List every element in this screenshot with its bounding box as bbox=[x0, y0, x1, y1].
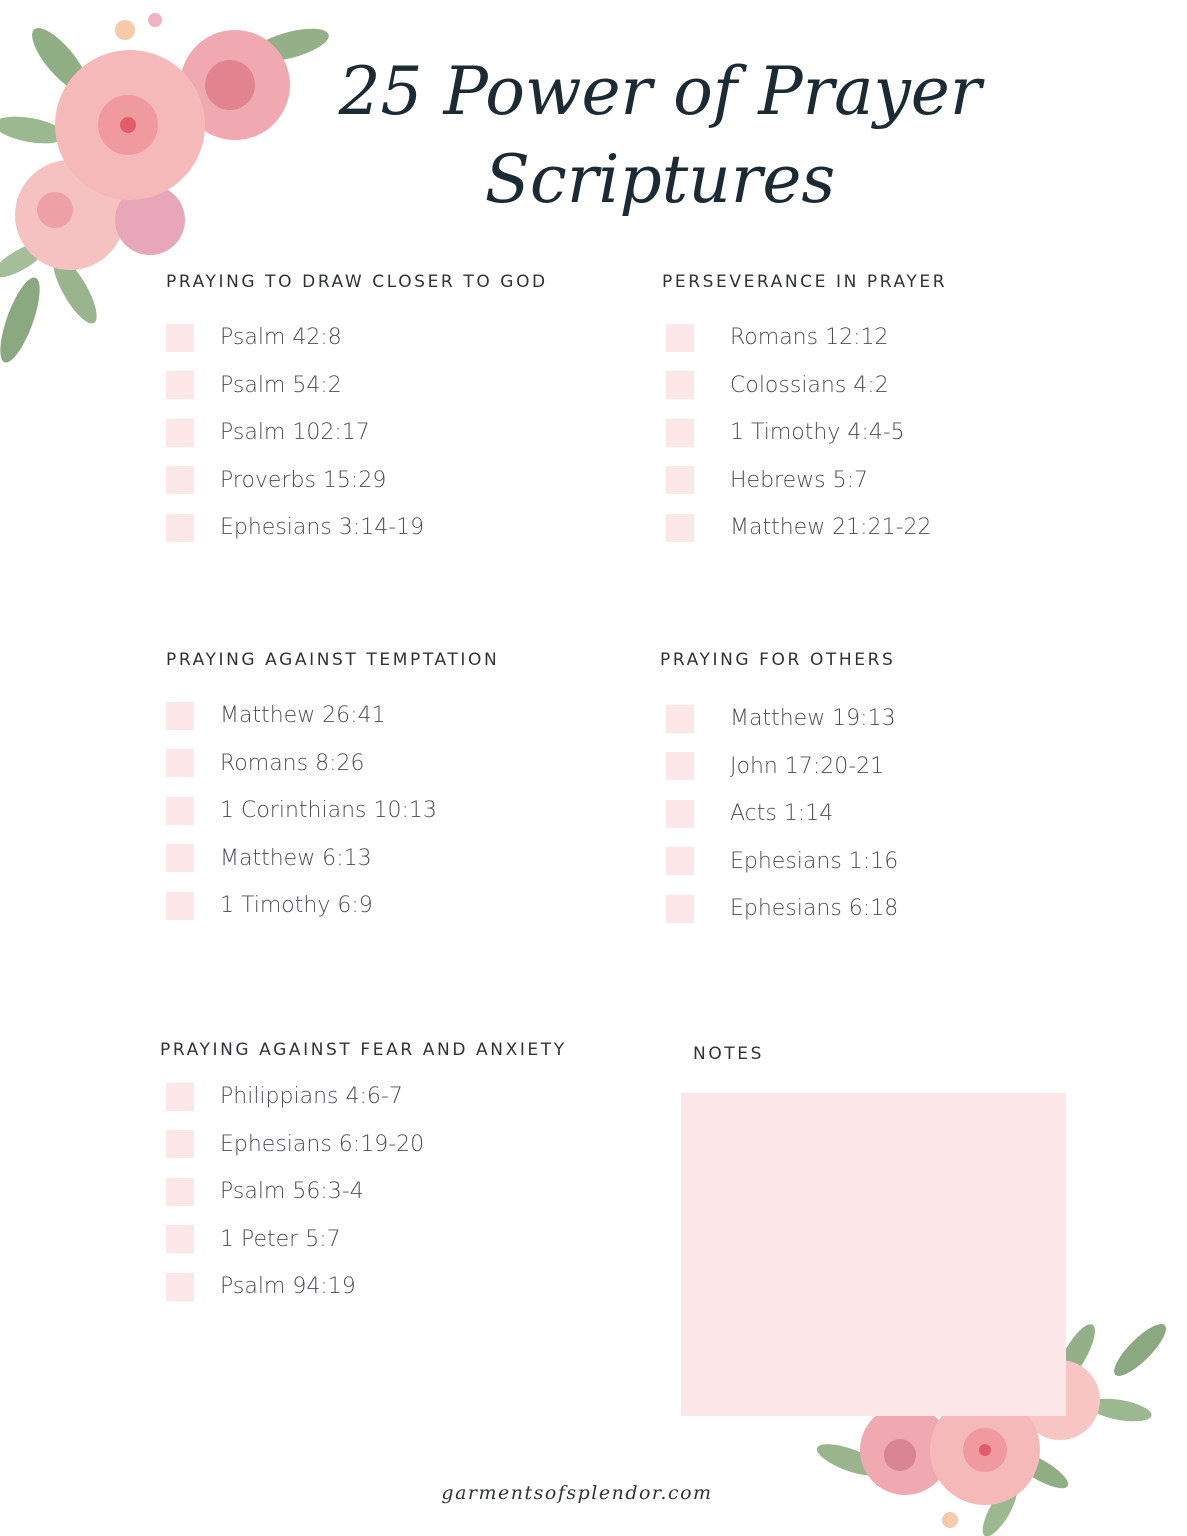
scripture-label: Ephesians 1:16 bbox=[730, 848, 899, 874]
checkbox[interactable] bbox=[166, 1130, 194, 1159]
section-perseverance: PERSEVERANCE IN PRAYER Romans 12:12 Colo… bbox=[662, 272, 947, 552]
scripture-label: Psalm 42:8 bbox=[220, 325, 342, 351]
scripture-label: John 17:20-21 bbox=[730, 753, 885, 779]
checklist-item: Philippians 4:6-7 bbox=[166, 1073, 567, 1121]
scripture-label: Ephesians 3:14-19 bbox=[220, 515, 425, 541]
scripture-label: Acts 1:14 bbox=[730, 801, 834, 827]
scripture-label: Ephesians 6:19-20 bbox=[220, 1131, 425, 1157]
checkbox[interactable] bbox=[166, 466, 194, 495]
checklist-item: Psalm 42:8 bbox=[166, 314, 548, 362]
floral-decoration-top-left bbox=[0, 13, 329, 363]
scripture-label: Psalm 102:17 bbox=[220, 420, 370, 446]
section-heading: PRAYING FOR OTHERS bbox=[660, 650, 896, 670]
checklist-item: Romans 8:26 bbox=[166, 740, 499, 788]
checkbox[interactable] bbox=[666, 894, 694, 923]
section-heading: PERSEVERANCE IN PRAYER bbox=[662, 272, 948, 292]
checkbox[interactable] bbox=[666, 752, 694, 781]
footer-website: garmentsofsplendor.com bbox=[441, 1482, 713, 1504]
checklist-item: Psalm 94:19 bbox=[166, 1263, 567, 1311]
scripture-label: Psalm 94:19 bbox=[220, 1274, 356, 1300]
scripture-label: Psalm 54:2 bbox=[220, 372, 342, 398]
scripture-label: Proverbs 15:29 bbox=[220, 467, 387, 493]
scripture-label: Matthew 19:13 bbox=[730, 706, 896, 732]
checklist-item: 1 Peter 5:7 bbox=[166, 1216, 567, 1264]
checkbox[interactable] bbox=[166, 371, 194, 400]
section-heading: PRAYING AGAINST FEAR AND ANXIETY bbox=[160, 1040, 567, 1060]
checklist-item: 1 Timothy 6:9 bbox=[166, 882, 499, 930]
checkbox[interactable] bbox=[166, 1272, 194, 1301]
checklist-item: Psalm 56:3-4 bbox=[166, 1168, 567, 1216]
checkbox[interactable] bbox=[166, 1082, 194, 1111]
checkbox[interactable] bbox=[666, 466, 694, 495]
checklist-item: Hebrews 5:7 bbox=[666, 457, 947, 505]
scripture-label: Romans 8:26 bbox=[220, 750, 365, 776]
checklist-item: Psalm 54:2 bbox=[166, 362, 548, 410]
checkbox[interactable] bbox=[166, 891, 194, 920]
section-heading: PRAYING AGAINST TEMPTATION bbox=[166, 650, 500, 670]
checklist-item: Acts 1:14 bbox=[666, 790, 898, 838]
scripture-label: 1 Corinthians 10:13 bbox=[220, 798, 437, 824]
checkbox[interactable] bbox=[166, 418, 194, 447]
scripture-label: Matthew 26:41 bbox=[220, 703, 386, 729]
scripture-label: Romans 12:12 bbox=[730, 325, 889, 351]
checklist-item: Ephesians 6:18 bbox=[666, 885, 898, 933]
checklist-item: Romans 12:12 bbox=[666, 314, 947, 362]
section-draw-closer: PRAYING TO DRAW CLOSER TO GOD Psalm 42:8… bbox=[166, 272, 548, 552]
scripture-label: Philippians 4:6-7 bbox=[220, 1084, 403, 1110]
checklist-item: Ephesians 1:16 bbox=[666, 838, 898, 886]
section-fear-anxiety: PRAYING AGAINST FEAR AND ANXIETY Philipp… bbox=[160, 1040, 567, 1311]
checkbox[interactable] bbox=[166, 796, 194, 825]
checkbox[interactable] bbox=[666, 323, 694, 352]
checkbox[interactable] bbox=[666, 847, 694, 876]
title-line-1: 25 Power of Prayer bbox=[338, 53, 982, 130]
scripture-label: Psalm 56:3-4 bbox=[220, 1179, 364, 1205]
checklist-item: 1 Timothy 4:4-5 bbox=[666, 409, 947, 457]
section-heading: PRAYING TO DRAW CLOSER TO GOD bbox=[166, 272, 548, 292]
section-others: PRAYING FOR OTHERS Matthew 19:13 John 17… bbox=[660, 650, 898, 933]
scripture-label: Matthew 6:13 bbox=[220, 845, 372, 871]
checklist-item: Colossians 4:2 bbox=[666, 362, 947, 410]
checklist-item: Matthew 6:13 bbox=[166, 835, 499, 883]
checkbox[interactable] bbox=[666, 799, 694, 828]
checkbox[interactable] bbox=[666, 513, 694, 542]
checkbox[interactable] bbox=[166, 513, 194, 542]
checkbox[interactable] bbox=[666, 418, 694, 447]
checkbox[interactable] bbox=[666, 704, 694, 733]
checklist-item: Psalm 102:17 bbox=[166, 409, 548, 457]
checkbox[interactable] bbox=[166, 1177, 194, 1206]
scripture-label: 1 Timothy 4:4-5 bbox=[730, 420, 905, 446]
checklist-item: Ephesians 3:14-19 bbox=[166, 504, 548, 552]
checklist-item: Ephesians 6:19-20 bbox=[166, 1121, 567, 1169]
checkbox[interactable] bbox=[166, 844, 194, 873]
scripture-label: 1 Timothy 6:9 bbox=[220, 893, 373, 919]
checklist-item: John 17:20-21 bbox=[666, 743, 898, 791]
scripture-label: Hebrews 5:7 bbox=[730, 467, 868, 493]
checklist-item: Matthew 26:41 bbox=[166, 692, 499, 740]
notes-section: NOTES bbox=[693, 1044, 764, 1086]
scripture-label: Matthew 21:21-22 bbox=[730, 515, 932, 541]
checkbox[interactable] bbox=[166, 323, 194, 352]
page-title: 25 Power of Prayer Scriptures bbox=[300, 50, 1020, 222]
checkbox[interactable] bbox=[166, 701, 194, 730]
checklist-item: Proverbs 15:29 bbox=[166, 457, 548, 505]
checkbox[interactable] bbox=[166, 1225, 194, 1254]
checkbox[interactable] bbox=[166, 749, 194, 778]
checkbox[interactable] bbox=[666, 371, 694, 400]
scripture-label: Ephesians 6:18 bbox=[730, 896, 899, 922]
scripture-label: Colossians 4:2 bbox=[730, 372, 889, 398]
scripture-label: 1 Peter 5:7 bbox=[220, 1226, 341, 1252]
checklist-item: 1 Corinthians 10:13 bbox=[166, 787, 499, 835]
section-temptation: PRAYING AGAINST TEMPTATION Matthew 26:41… bbox=[166, 650, 499, 930]
title-line-2: Scriptures bbox=[484, 141, 836, 218]
checklist-item: Matthew 19:13 bbox=[666, 695, 898, 743]
notes-area[interactable] bbox=[681, 1093, 1066, 1416]
checklist-item: Matthew 21:21-22 bbox=[666, 504, 947, 552]
notes-heading: NOTES bbox=[693, 1044, 765, 1064]
